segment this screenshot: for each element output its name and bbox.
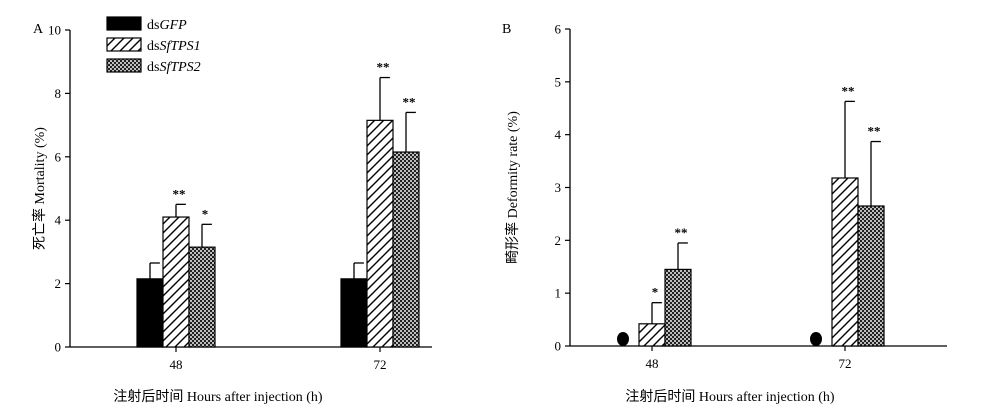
- legend-prefix: ds: [147, 18, 159, 33]
- x-tick-label: 48: [170, 357, 183, 372]
- legend-gene: SfTPS1: [159, 39, 200, 54]
- y-tick-label: 1: [555, 286, 562, 301]
- y-tick-label: 2: [555, 233, 562, 248]
- significance-label: **: [377, 60, 390, 75]
- legend-entry: dsGFP: [147, 18, 187, 33]
- y-tick-label: 2: [55, 276, 62, 291]
- significance-label: **: [842, 83, 855, 98]
- legend-entry: dsSfTPS2: [147, 60, 201, 75]
- y-axis-title: 畸形率 Deformity rate (%): [504, 111, 521, 264]
- x-axis-title: 注射后时间 Hours after injection (h): [113, 389, 323, 405]
- y-tick-label: 0: [55, 340, 62, 355]
- significance-label: *: [652, 285, 659, 300]
- panel-A: A 0 2 4 6 8 10 48 72 注射后时间 Hours after injection …: [31, 16, 432, 405]
- bar-GFP-48: [617, 332, 629, 346]
- significance-label: *: [202, 206, 209, 221]
- bar-GFP-72: [810, 332, 822, 346]
- bar-GFP-72: [340, 278, 368, 348]
- legend-prefix: ds: [147, 60, 159, 75]
- bar-SfTPS1-72: [831, 177, 859, 347]
- bar-SfTPS1-48: [162, 216, 190, 348]
- x-tick-label: 72: [374, 357, 387, 372]
- bar-GFP-48: [136, 278, 164, 348]
- panel-B: B 0 1 2 3 4 5 6 48 72 注射后时间 Hours after injection …: [502, 22, 947, 405]
- y-tick-label: 3: [555, 180, 562, 195]
- y-tick-label: 4: [55, 213, 62, 228]
- bar-SfTPS2-72: [857, 205, 885, 347]
- legend-gene: SfTPS2: [159, 60, 200, 75]
- x-axis-title: 注射后时间 Hours after injection (h): [625, 389, 835, 405]
- y-tick-label: 4: [555, 127, 562, 142]
- significance-label: **: [868, 124, 881, 139]
- y-tick-label: 6: [555, 22, 562, 37]
- significance-label: **: [403, 94, 416, 109]
- y-tick-label: 10: [48, 23, 61, 38]
- significance-label: **: [675, 225, 688, 240]
- y-tick-label: 0: [555, 339, 562, 354]
- bar-SfTPS1-72: [366, 119, 394, 348]
- legend-swatch: [106, 37, 142, 52]
- y-tick-label: 5: [555, 74, 562, 89]
- bar-SfTPS2-72: [392, 151, 420, 348]
- bar-SfTPS2-48: [188, 246, 216, 348]
- bar-SfTPS1-48: [638, 323, 666, 347]
- legend-prefix: ds: [147, 39, 159, 54]
- legend-gene: GFP: [159, 18, 187, 33]
- legend-swatch: [106, 16, 142, 31]
- bar-SfTPS2-48: [664, 268, 692, 347]
- y-tick-label: 6: [55, 149, 62, 164]
- legend-entry: dsSfTPS1: [147, 39, 201, 54]
- x-tick-label: 72: [839, 356, 852, 371]
- panel-label: B: [502, 22, 511, 37]
- panel-label: A: [33, 22, 44, 37]
- y-axis-title: 死亡率 Mortality (%): [31, 127, 48, 250]
- legend-swatch: [106, 58, 142, 73]
- significance-label: **: [173, 186, 186, 201]
- x-tick-label: 48: [646, 356, 659, 371]
- y-tick-label: 8: [55, 86, 62, 101]
